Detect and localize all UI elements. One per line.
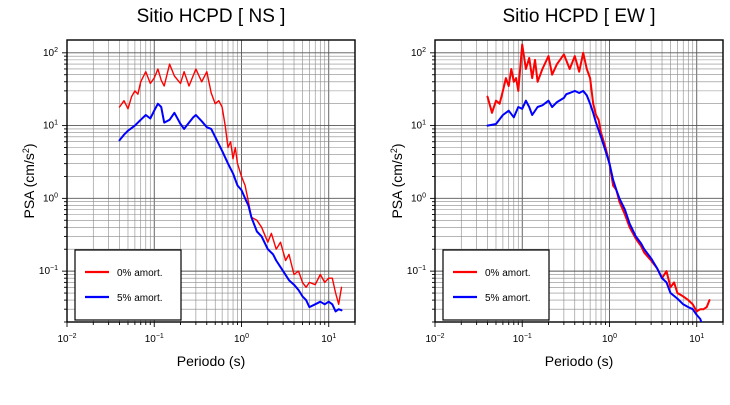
legend: 0% amort. 5% amort. [74, 249, 182, 321]
series-group [118, 63, 343, 313]
series-line-red [486, 43, 711, 313]
x-tick-label: 101 [689, 333, 704, 345]
chart-title: Sitio HCPD [ NS ] [137, 6, 286, 27]
axis-ticks [430, 52, 724, 327]
legend-label: 0% amort. [485, 268, 531, 279]
grid [66, 40, 356, 323]
y-tick-label: 102 [43, 47, 58, 59]
y-tick-label: 101 [43, 120, 58, 132]
axis-ticks [62, 52, 356, 327]
y-tick-label: 102 [411, 47, 426, 59]
x-tick-label: 101 [321, 333, 336, 345]
x-tick-label: 100 [602, 333, 617, 345]
chart-panel-2: Sitio HCPD [ EW ] 10−2 10−1 100 101 10−1 100 10… [389, 6, 724, 369]
legend: 0% amort. 5% amort. [442, 249, 550, 321]
legend-label: 0% amort. [117, 268, 163, 279]
x-tick-label: 10−2 [57, 333, 76, 345]
x-tick-label: 10−1 [145, 333, 164, 345]
chart-title: Sitio HCPD [ EW ] [502, 6, 655, 27]
plot-frame [434, 39, 724, 323]
series-line-blue [118, 102, 343, 313]
y-tick-label: 10−1 [39, 265, 58, 277]
plot-frame [66, 39, 356, 323]
legend-box [74, 249, 182, 321]
y-tick-label: 101 [411, 120, 426, 132]
y-tick-label: 100 [411, 192, 426, 204]
x-axis-label: Periodo (s) [545, 353, 613, 369]
legend-label: 5% amort. [117, 293, 163, 304]
series-group [486, 43, 711, 322]
y-tick-label: 100 [43, 192, 58, 204]
series-line-blue [486, 89, 703, 322]
x-tick-label: 10−1 [513, 333, 532, 345]
y-tick-label: 10−1 [407, 265, 426, 277]
legend-label: 5% amort. [485, 293, 531, 304]
legend-box [442, 249, 550, 321]
series-line-red [118, 63, 343, 305]
chart-panel-1: Sitio HCPD [ NS ] 10−2 10−1 100 101 10−1 100 10… [21, 6, 356, 369]
x-tick-label: 10−2 [425, 333, 444, 345]
x-tick-label: 100 [234, 333, 249, 345]
x-axis-label: Periodo (s) [177, 353, 245, 369]
y-axis-label: PSA (cm/s2) [21, 143, 37, 218]
y-axis-label: PSA (cm/s2) [389, 143, 405, 218]
